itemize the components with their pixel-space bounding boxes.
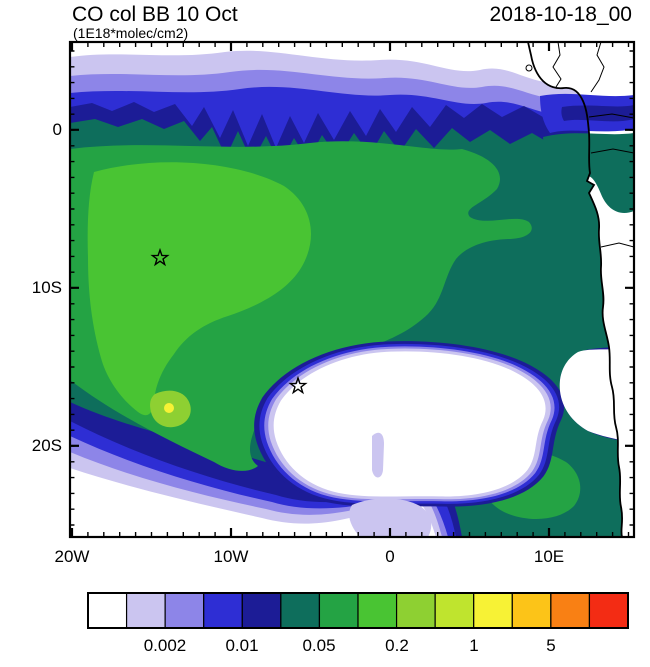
border-line	[590, 42, 605, 93]
land-band-teal	[543, 133, 634, 214]
plot-frame	[68, 40, 636, 539]
clear-region-lavender-sliver	[372, 432, 384, 478]
clear-region-core	[273, 351, 546, 497]
colorbar-swatch	[395, 592, 436, 629]
contour-region-green-bright	[87, 162, 312, 416]
plot-date: 2018-10-18_00	[489, 3, 632, 26]
colorbar-swatch	[434, 592, 475, 629]
border-line	[600, 242, 634, 248]
colorbar-swatch	[280, 592, 321, 629]
y-tick-label-20S: 20S	[31, 436, 62, 455]
colorbar-swatch	[511, 592, 552, 629]
contour-map	[70, 42, 634, 537]
colorbar-swatch	[164, 592, 205, 629]
colorbar-swatch	[241, 592, 282, 629]
y-tick-label-0: 0	[52, 120, 62, 139]
x-tick-label-10W: 10W	[213, 547, 249, 566]
plot-title: CO col BB 10 Oct	[72, 3, 238, 26]
colorbar	[87, 592, 629, 629]
colorbar-swatch	[588, 592, 629, 629]
colorbar-outline	[87, 592, 629, 629]
border-line	[590, 148, 634, 154]
land-band-navy	[561, 105, 634, 122]
colorbar-swatch	[550, 592, 591, 629]
x-tick-label-10E: 10E	[533, 547, 565, 566]
bottom-lavender-patch	[349, 498, 432, 537]
y-tick-label-10S: 10S	[31, 278, 62, 297]
colorbar-label-5: 5	[546, 636, 556, 655]
colorbar-swatch	[318, 592, 359, 629]
country-borders	[525, 42, 634, 248]
colorbar-swatch	[357, 592, 398, 629]
colorbar-label-0002: 0.002	[143, 636, 187, 655]
x-tick-label-20W: 20W	[54, 547, 90, 566]
border-line	[588, 113, 634, 119]
colorbar-swatch	[203, 592, 243, 629]
small-island-outline	[525, 64, 533, 72]
colorbar-label-02: 0.2	[385, 636, 409, 655]
colorbar-label-1: 1	[469, 636, 479, 655]
hotspot-yellow	[164, 403, 174, 413]
border-line	[552, 42, 562, 88]
colorbar-label-005: 0.05	[302, 636, 336, 655]
colorbar-swatch	[125, 592, 166, 629]
colorbar-swatch	[473, 592, 513, 629]
colorbar-swatch	[87, 592, 128, 629]
plot-frame-and-ticks	[68, 40, 636, 539]
x-tick-label-0: 0	[385, 547, 395, 566]
plot-units-subtitle: (1E18*molec/cm2)	[73, 25, 189, 41]
colorbar-label-001: 0.01	[225, 636, 259, 655]
